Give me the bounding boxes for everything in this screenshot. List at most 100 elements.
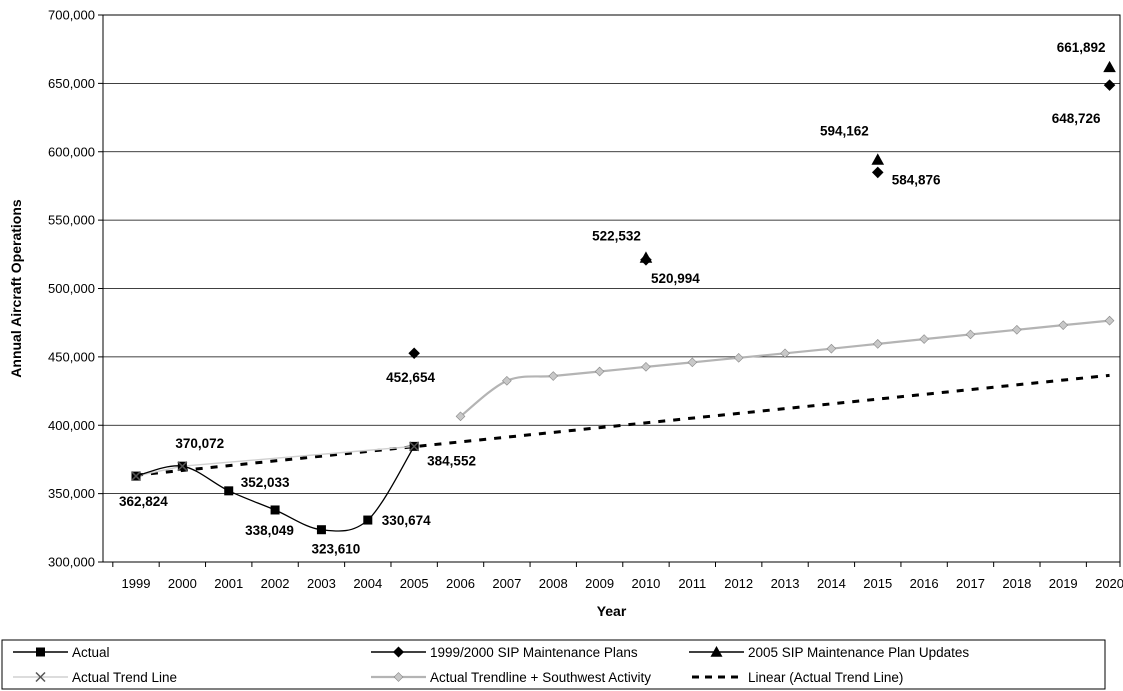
actual-trend-point — [177, 461, 188, 472]
legend-key-sip-1999-2000 — [371, 646, 426, 658]
legend-box — [1, 639, 1106, 690]
trendline-southwest-line — [459, 319, 1110, 418]
sip-1999-2000-point — [408, 347, 420, 360]
y-tick-label: 350,000 — [48, 486, 95, 501]
data-label: 330,674 — [382, 513, 431, 528]
x-axis-title: Year — [597, 603, 627, 619]
legend-item-trendline-southwest: Actual Trendline + Southwest Activity — [371, 670, 651, 685]
x-tick-label: 2020 — [1095, 576, 1123, 591]
x-axis-ticks: 1999 2000 2001 2002 2003 2004 2005 2006 2007 2008… — [112, 562, 1123, 591]
data-label: 452,654 — [386, 370, 435, 385]
y-tick-label: 650,000 — [48, 76, 95, 91]
x-tick-label: 2012 — [724, 576, 753, 591]
legend-label-trendline-southwest: Actual Trendline + Southwest Activity — [430, 670, 651, 685]
trendline-southwest-point — [780, 348, 790, 359]
data-label: 323,610 — [311, 542, 360, 557]
x-tick-label: 2014 — [817, 576, 846, 591]
actual-point — [224, 486, 234, 496]
trendline-southwest-point — [1104, 315, 1115, 326]
x-tick-label: 2017 — [956, 576, 985, 591]
y-tick-label: 400,000 — [48, 418, 95, 433]
legend-marker — [36, 647, 45, 657]
legend-marker — [393, 672, 404, 682]
series-layer — [130, 60, 1116, 535]
actual-point — [363, 515, 373, 525]
sip-1999-2000-point — [871, 166, 884, 179]
legend-label-linear-trend: Linear (Actual Trend Line) — [748, 670, 903, 685]
legend-label-actual: Actual — [72, 645, 110, 660]
trendline-southwest-point — [594, 366, 605, 377]
legend-item-actual-trend-line: Actual Trend Line — [13, 670, 177, 685]
legend-marker — [393, 646, 404, 658]
y-tick-label: 300,000 — [48, 555, 95, 570]
x-tick-label: 1999 — [122, 576, 151, 591]
legend-item-linear-trend: Linear (Actual Trend Line) — [692, 670, 903, 685]
x-tick-label: 2000 — [168, 576, 197, 591]
legend-label-actual-trend-line: Actual Trend Line — [72, 670, 177, 685]
x-tick-label: 2008 — [539, 576, 568, 591]
data-label: 384,552 — [427, 453, 476, 468]
trendline-southwest-point — [455, 411, 466, 422]
trendline-southwest-point — [919, 334, 929, 344]
y-tick-label: 700,000 — [48, 8, 95, 23]
sip-2005-update-point — [1103, 60, 1116, 73]
data-label: 584,876 — [892, 172, 941, 187]
legend-key-sip-2005-updates — [689, 646, 744, 657]
data-label: 370,072 — [175, 436, 224, 451]
data-label: 594,162 — [820, 124, 869, 139]
legend-item-sip-2005-updates: 2005 SIP Maintenance Plan Updates — [689, 645, 969, 660]
data-labels: 362,824 370,072 352,033 338,049 323,610 330,6… — [119, 40, 1106, 557]
data-label: 520,994 — [651, 271, 700, 286]
legend-marker — [710, 646, 723, 657]
x-tick-label: 2007 — [492, 576, 521, 591]
data-label: 362,824 — [119, 494, 168, 509]
legend-marker — [35, 671, 46, 683]
data-label: 648,726 — [1052, 111, 1101, 126]
marker-stroke — [130, 471, 142, 482]
sip-2005-update-point — [639, 251, 653, 263]
linear-trend-line — [135, 373, 1110, 477]
x-tick-label: 2013 — [771, 576, 800, 591]
y-tick-label: 500,000 — [48, 281, 95, 296]
sip-1999-2000-point — [1103, 79, 1116, 91]
y-axis-title: Annual Aircraft Operations — [8, 199, 24, 378]
trendline-southwest-point — [502, 375, 512, 386]
marker-stroke — [35, 671, 46, 683]
y-axis-ticks: 300,000 350,000 400,000 450,000 500,000 550,0… — [48, 8, 103, 570]
x-tick-label: 2019 — [1049, 576, 1078, 591]
legend-key-actual — [13, 647, 68, 657]
y-tick-label: 600,000 — [48, 144, 95, 159]
trendline-southwest-point — [1058, 320, 1069, 330]
sip-2005-update-point — [871, 153, 885, 165]
x-tick-label: 2009 — [585, 576, 614, 591]
x-tick-label: 2005 — [400, 576, 429, 591]
legend-key-actual-trend-line — [13, 671, 68, 683]
x-tick-label: 2016 — [910, 576, 939, 591]
data-label: 522,532 — [592, 229, 641, 244]
marker-stroke — [177, 461, 188, 472]
x-tick-label: 2006 — [446, 576, 475, 591]
x-tick-label: 2010 — [631, 576, 660, 591]
trendline-southwest-point — [1012, 324, 1022, 335]
legend-key-trendline-southwest — [371, 672, 426, 682]
y-tick-label: 450,000 — [48, 349, 95, 364]
trendline-southwest-point — [687, 357, 698, 368]
trendline-southwest-point — [965, 329, 976, 340]
x-tick-label: 2015 — [863, 576, 892, 591]
actual-trend-point — [409, 441, 420, 452]
actual-point — [316, 525, 326, 535]
data-label: 338,049 — [245, 523, 294, 538]
trendline-southwest-point — [733, 353, 744, 363]
marker-stroke — [409, 441, 420, 452]
trendline-southwest-point — [548, 371, 559, 381]
legend-label-sip-1999-2000: 1999/2000 SIP Maintenance Plans — [430, 645, 638, 660]
x-tick-label: 2011 — [678, 576, 706, 591]
legend: Actual 1999/2000 SIP Maintenance Plans 2… — [1, 639, 1106, 690]
actual-trend-point — [130, 471, 142, 482]
actual-point — [270, 505, 280, 515]
x-tick-label: 2004 — [353, 576, 382, 591]
data-label: 661,892 — [1057, 40, 1106, 55]
y-tick-label: 550,000 — [48, 213, 95, 228]
trendline-southwest-point — [826, 343, 837, 354]
gridlines — [103, 82, 1120, 495]
